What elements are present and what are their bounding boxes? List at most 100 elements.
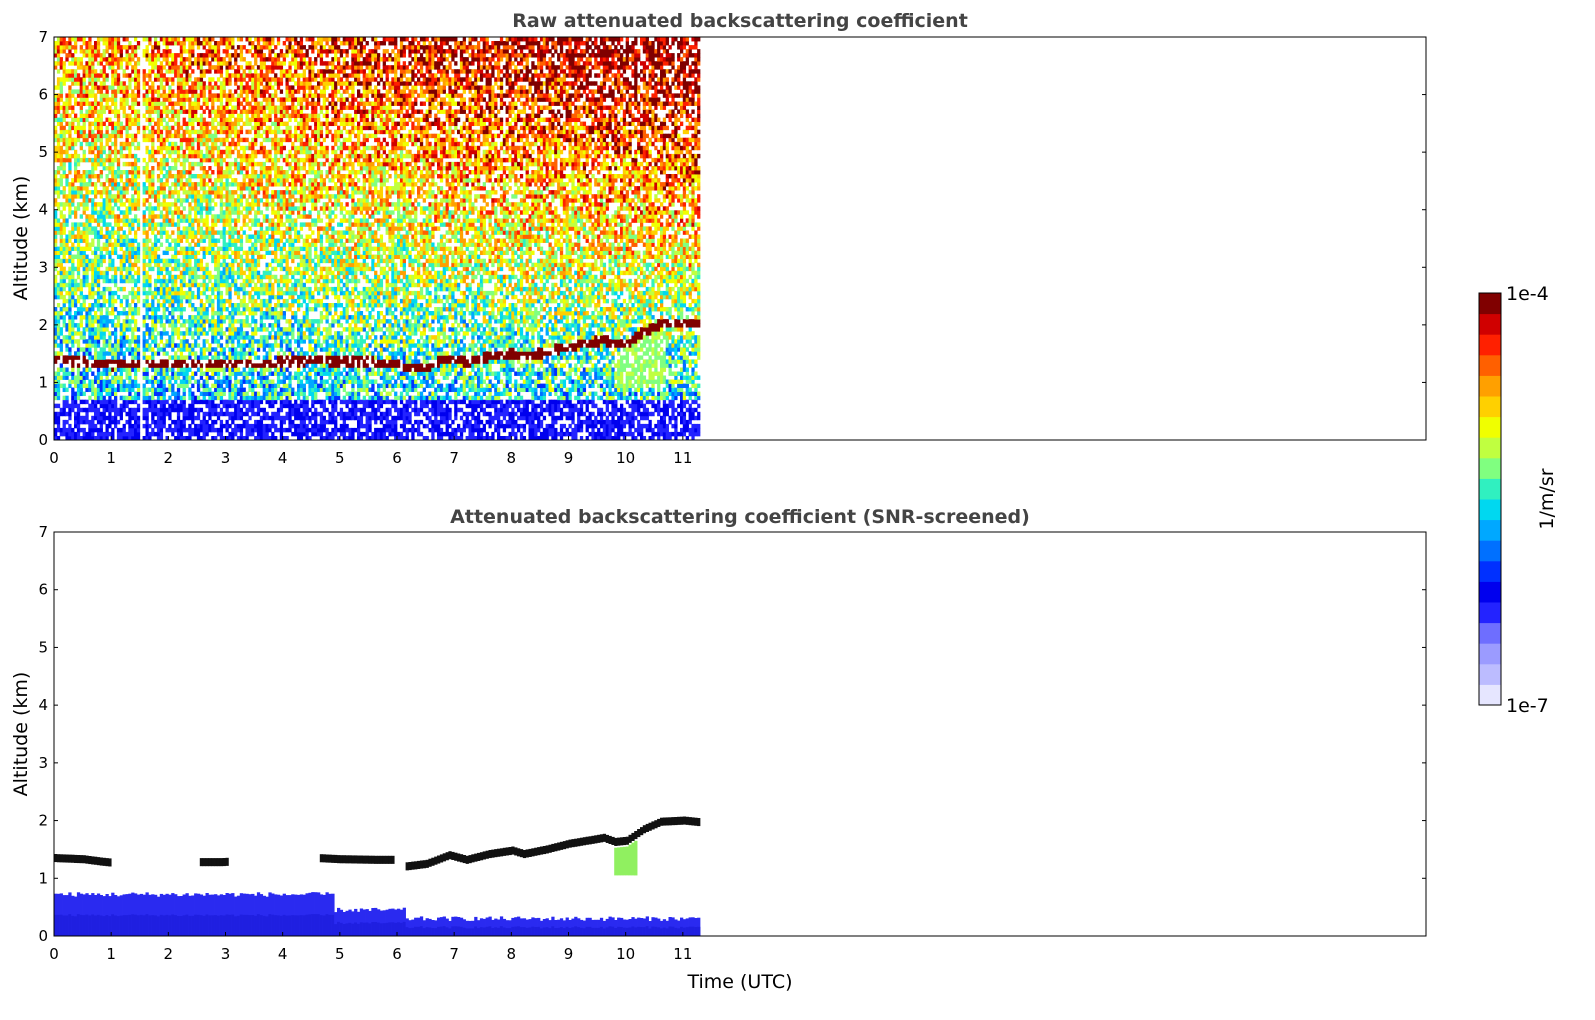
heatmap-cell	[188, 270, 192, 276]
heatmap-cell	[62, 190, 66, 195]
heatmap-cell	[214, 137, 218, 143]
heatmap-cell	[168, 194, 172, 199]
heatmap-cell	[248, 359, 252, 364]
heatmap-cell	[208, 367, 212, 372]
heatmap-cell	[194, 282, 198, 288]
heatmap-cell	[159, 282, 164, 288]
heatmap-cell	[205, 371, 209, 376]
heatmap-cell	[159, 367, 164, 372]
heatmap-cell	[194, 194, 198, 199]
heatmap-cell	[194, 399, 198, 405]
heatmap-cell	[202, 419, 206, 425]
heatmap-cell	[116, 230, 121, 235]
heatmap-cell	[156, 73, 161, 78]
heatmap-cell	[216, 230, 221, 235]
heatmap-cell	[236, 246, 241, 252]
heatmap-cell	[199, 351, 204, 356]
heatmap-cell	[225, 290, 229, 296]
heatmap-cell	[116, 339, 121, 344]
heatmap-cell	[248, 403, 252, 409]
heatmap-cell	[76, 61, 81, 66]
heatmap-cell	[171, 347, 175, 352]
heatmap-cell	[196, 423, 201, 429]
heatmap-cell	[59, 339, 63, 344]
heatmap-cell	[182, 278, 186, 284]
heatmap-cell	[154, 431, 158, 437]
heatmap-cell	[179, 282, 184, 288]
heatmap-cell	[214, 194, 218, 199]
heatmap-cell	[205, 97, 209, 102]
heatmap-cell	[68, 403, 72, 409]
heatmap-cell	[199, 355, 204, 360]
heatmap-cell	[111, 97, 115, 102]
heatmap-cell	[116, 363, 121, 368]
heatmap-cell	[214, 186, 218, 191]
heatmap-cell	[125, 258, 129, 264]
heatmap-cell	[208, 206, 212, 211]
heatmap-cell	[105, 242, 109, 247]
heatmap-cell	[94, 77, 98, 82]
heatmap-cell	[68, 105, 72, 110]
heatmap-cell	[159, 234, 164, 239]
heatmap-cell	[182, 282, 186, 288]
heatmap-cell	[122, 355, 126, 360]
heatmap-cell	[96, 363, 101, 368]
heatmap-cell	[194, 307, 198, 312]
heatmap-cell	[79, 97, 83, 102]
heatmap-cell	[171, 145, 175, 151]
heatmap-cell	[108, 258, 112, 264]
heatmap-cell	[151, 89, 155, 94]
heatmap-cell	[231, 415, 235, 421]
heatmap-cell	[145, 415, 149, 421]
heatmap-cell	[174, 266, 178, 272]
heatmap-cell	[151, 311, 155, 316]
heatmap-cell	[56, 81, 61, 86]
heatmap-cell	[116, 129, 121, 135]
heatmap-cell	[168, 234, 172, 239]
heatmap-cell	[74, 61, 78, 66]
heatmap-cell	[188, 194, 192, 199]
heatmap-cell	[225, 343, 229, 348]
heatmap-cell	[219, 315, 224, 320]
heatmap-cell	[128, 266, 132, 272]
heatmap-cell	[79, 157, 83, 163]
heatmap-cell	[94, 182, 98, 187]
heatmap-cell	[99, 202, 103, 207]
heatmap-cell	[211, 363, 215, 368]
heatmap-cell	[88, 77, 92, 82]
heatmap-cell	[82, 73, 86, 78]
heatmap-cell	[56, 105, 61, 110]
heatmap-cell	[79, 61, 83, 66]
heatmap-cell	[208, 226, 212, 231]
heatmap-cell	[145, 93, 149, 98]
heatmap-cell	[82, 355, 86, 360]
heatmap-cell	[59, 202, 63, 207]
heatmap-cell	[148, 174, 152, 179]
heatmap-cell	[216, 149, 221, 155]
heatmap-cell	[134, 45, 138, 50]
heatmap-cell	[168, 53, 172, 58]
heatmap-cell	[228, 371, 232, 376]
heatmap-cell	[156, 133, 161, 139]
heatmap-cell	[99, 109, 103, 114]
heatmap-cell	[216, 266, 221, 272]
heatmap-cell	[174, 57, 178, 62]
heatmap-cell	[125, 222, 129, 227]
heatmap-cell	[145, 391, 149, 397]
heatmap-cell	[65, 270, 69, 276]
heatmap-cell	[202, 282, 206, 288]
heatmap-cell	[114, 415, 118, 421]
heatmap-cell	[62, 303, 66, 308]
heatmap-cell	[114, 198, 118, 203]
heatmap-cell	[219, 85, 224, 90]
heatmap-cell	[56, 411, 61, 417]
heatmap-cell	[99, 218, 103, 223]
heatmap-cell	[54, 198, 58, 203]
heatmap-cell	[174, 246, 178, 252]
heatmap-cell	[222, 242, 226, 247]
heatmap-cell	[196, 290, 201, 296]
heatmap-cell	[185, 170, 189, 175]
raw-backscatter-panel: Raw attenuated backscattering coefficien…	[10, 10, 1427, 467]
heatmap-cell	[242, 270, 246, 276]
heatmap-cell	[102, 351, 106, 356]
